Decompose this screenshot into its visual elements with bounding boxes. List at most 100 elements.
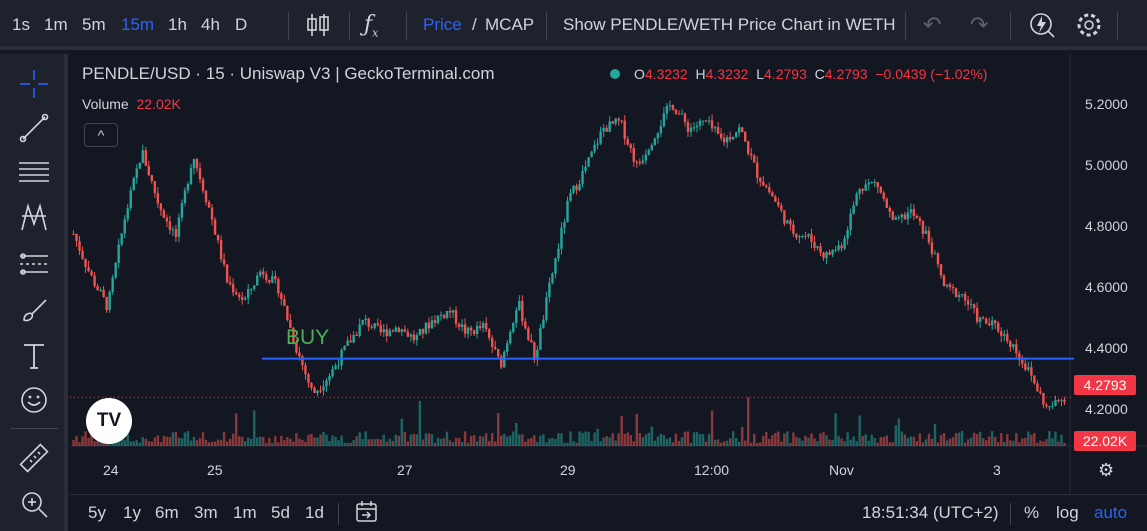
divider bbox=[1010, 503, 1011, 525]
volume-bar bbox=[879, 437, 882, 446]
volume-bar bbox=[478, 436, 482, 446]
candle-body bbox=[123, 219, 126, 234]
volume-bar bbox=[427, 433, 431, 446]
candle-body bbox=[551, 273, 554, 283]
chart-pane[interactable]: PENDLE/USD · 15 · Uniswap V3 | GeckoTerm… bbox=[70, 54, 1147, 531]
candle-body bbox=[918, 218, 922, 222]
candle-body bbox=[725, 137, 729, 143]
candle-body bbox=[180, 203, 184, 218]
indicators-icon[interactable]: ƒx bbox=[364, 12, 379, 40]
goto-date-icon[interactable] bbox=[354, 500, 380, 529]
redo-icon[interactable]: ↷ bbox=[970, 12, 989, 37]
interval-1s[interactable]: 1s bbox=[12, 15, 30, 34]
interval-1h[interactable]: 1h bbox=[168, 15, 187, 34]
volume-bar bbox=[843, 441, 846, 446]
log-toggle[interactable]: log bbox=[1056, 503, 1079, 522]
range-1m[interactable]: 1m bbox=[233, 503, 257, 522]
candle-body bbox=[412, 334, 416, 341]
volume-bar bbox=[834, 413, 837, 446]
divider bbox=[10, 428, 58, 429]
settings-gear-icon[interactable] bbox=[1075, 11, 1103, 39]
projection-icon[interactable] bbox=[14, 244, 54, 284]
range-3m[interactable]: 3m bbox=[194, 503, 218, 522]
volume-bar bbox=[361, 439, 364, 446]
candle-body bbox=[394, 327, 398, 332]
auto-toggle[interactable]: auto bbox=[1094, 503, 1128, 522]
volume-bar bbox=[704, 441, 708, 446]
volume-bar bbox=[316, 437, 319, 446]
candle-body bbox=[469, 327, 473, 331]
volume-bar bbox=[710, 410, 714, 446]
candle-body bbox=[162, 210, 166, 218]
show-weth-chart-button[interactable]: Show PENDLE/WETH Price Chart in WETH bbox=[563, 15, 896, 34]
range-6m[interactable]: 6m bbox=[155, 503, 179, 522]
trend-line-icon[interactable] bbox=[14, 108, 54, 148]
candle-body bbox=[271, 276, 274, 283]
interval-d[interactable]: D bbox=[235, 15, 248, 34]
volume-bar bbox=[975, 434, 979, 446]
candle-body bbox=[388, 330, 391, 337]
volume-bar bbox=[671, 442, 675, 446]
volume-bar bbox=[1048, 431, 1051, 446]
candle-body bbox=[256, 275, 259, 286]
volume-bar bbox=[918, 433, 922, 446]
price-tick: 5.0000 bbox=[1085, 157, 1128, 173]
candle-body bbox=[563, 222, 566, 228]
axis-settings-icon[interactable]: ⚙ bbox=[1098, 460, 1115, 480]
crosshair-icon[interactable] bbox=[14, 64, 54, 104]
pattern-icon[interactable] bbox=[14, 198, 54, 238]
interval-1m[interactable]: 1m bbox=[44, 15, 68, 34]
percent-toggle[interactable]: % bbox=[1024, 503, 1040, 522]
tradingview-logo[interactable]: TV bbox=[86, 398, 132, 444]
candle-body bbox=[945, 284, 949, 287]
volume-bar bbox=[701, 434, 705, 446]
range-1d[interactable]: 1d bbox=[305, 503, 324, 522]
candles-icon[interactable] bbox=[304, 12, 332, 38]
candle-body bbox=[1009, 341, 1012, 348]
mcap-toggle[interactable]: MCAP bbox=[485, 15, 535, 34]
text-icon[interactable] bbox=[14, 336, 54, 376]
candle-body bbox=[497, 349, 500, 357]
volume-bar bbox=[243, 441, 247, 446]
price-chart[interactable] bbox=[70, 54, 1147, 494]
emoji-icon[interactable] bbox=[14, 380, 54, 420]
volume-bar bbox=[319, 434, 322, 446]
undo-icon[interactable]: ↶ bbox=[923, 12, 942, 37]
volume-bar bbox=[966, 439, 970, 446]
volume-bar bbox=[313, 437, 316, 446]
range-1y[interactable]: 1y bbox=[123, 503, 141, 522]
interval-15m[interactable]: 15m bbox=[121, 15, 155, 34]
volume-bar bbox=[494, 441, 497, 446]
candle-body bbox=[813, 241, 816, 248]
zoom-icon[interactable] bbox=[14, 484, 54, 524]
volume-bar bbox=[271, 442, 274, 446]
candle-body bbox=[87, 266, 90, 272]
volume-bar bbox=[551, 437, 554, 446]
interval-5m[interactable]: 5m bbox=[82, 15, 106, 34]
price-toggle[interactable]: Price bbox=[423, 15, 462, 34]
volume-bar bbox=[1045, 439, 1048, 446]
candle-body bbox=[524, 321, 527, 329]
brush-icon[interactable] bbox=[14, 290, 54, 330]
candle-body bbox=[882, 192, 885, 199]
volume-bar bbox=[801, 440, 804, 446]
volume-value: 22.02K bbox=[136, 96, 181, 112]
collapse-legend-button[interactable]: ^ bbox=[84, 123, 118, 147]
volume-bar bbox=[286, 437, 289, 446]
time-tick: 29 bbox=[560, 462, 576, 478]
candle-body bbox=[536, 349, 539, 360]
interval-4h[interactable]: 4h bbox=[201, 15, 220, 34]
range-5d[interactable]: 5d bbox=[271, 503, 290, 522]
candle-body bbox=[680, 113, 684, 115]
ruler-icon[interactable] bbox=[14, 438, 54, 478]
candle-body bbox=[994, 320, 997, 324]
horizontal-lines-icon[interactable] bbox=[14, 152, 54, 192]
zap-icon[interactable] bbox=[1028, 11, 1056, 39]
candle-body bbox=[192, 159, 196, 169]
candle-body bbox=[963, 294, 967, 301]
volume-bar bbox=[530, 437, 533, 446]
clock[interactable]: 18:51:34 (UTC+2) bbox=[862, 503, 999, 522]
volume-bar bbox=[873, 437, 876, 446]
range-5y[interactable]: 5y bbox=[88, 503, 106, 522]
candle-body bbox=[891, 211, 895, 220]
